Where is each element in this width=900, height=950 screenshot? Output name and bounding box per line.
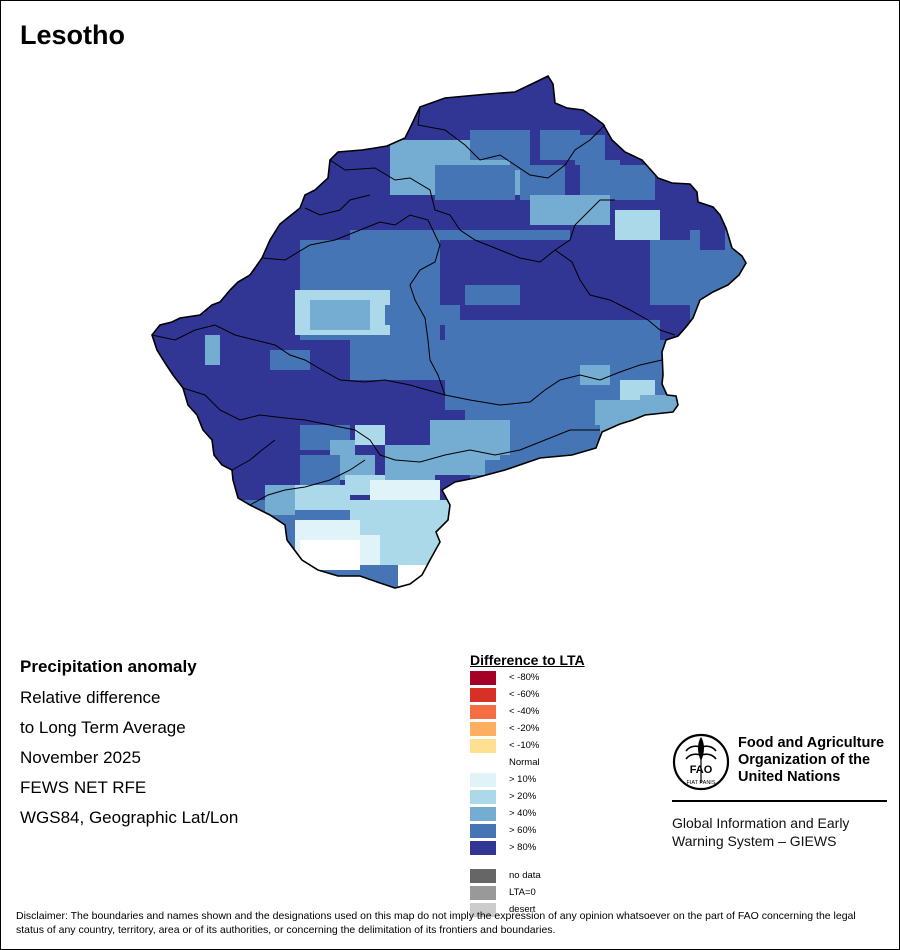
legend-label: < -20% — [509, 723, 540, 734]
legend-swatch — [470, 705, 496, 719]
legend-label: > 80% — [509, 842, 537, 853]
raster-cell — [615, 210, 660, 240]
info-line-data-source: FEWS NET RFE — [20, 778, 147, 797]
legend-label: > 40% — [509, 808, 537, 819]
legend-swatch — [470, 739, 496, 753]
legend-swatch — [470, 841, 496, 855]
disclaimer: Disclaimer: The boundaries and names sho… — [16, 910, 856, 936]
legend-label: > 20% — [509, 791, 537, 802]
raster-cell — [300, 540, 360, 570]
raster-cell — [398, 565, 438, 588]
raster-cell — [350, 500, 450, 540]
fao-logo-letters: FAO — [690, 764, 713, 776]
raster-cell — [265, 485, 295, 515]
fao-name-line: Organization of the — [738, 752, 871, 768]
legend-label: > 60% — [509, 825, 537, 836]
legend-label: desert — [509, 904, 536, 915]
legend-swatch — [470, 688, 496, 702]
legend-swatch — [470, 869, 496, 883]
giews-name: Global Information and Early Warning Sys… — [672, 814, 849, 850]
map-title: Lesotho — [20, 20, 125, 50]
raster-cell — [430, 420, 510, 460]
legend-title: Difference to LTA — [470, 652, 585, 668]
legend-swatch — [470, 671, 496, 685]
legend-swatch — [470, 824, 496, 838]
giews-line: Warning System – GIEWS — [672, 833, 837, 849]
legend-swatch — [470, 807, 496, 821]
raster-cell — [435, 165, 515, 200]
info-line-period: November 2025 — [20, 748, 141, 767]
raster-cell — [385, 305, 460, 325]
legend-label: < -40% — [509, 706, 540, 717]
fao-logo-motto: FIAT PANIS — [686, 780, 715, 786]
legend-swatch — [470, 756, 496, 770]
legend-swatch — [470, 886, 496, 900]
raster-cell — [235, 440, 300, 490]
legend-label: < -10% — [509, 740, 540, 751]
raster-cell — [445, 320, 525, 410]
raster-cell — [355, 425, 385, 445]
giews-line: Global Information and Early — [672, 815, 850, 831]
legend-label: no data — [509, 870, 541, 881]
raster-cell — [620, 165, 655, 200]
raster-cell — [540, 130, 580, 160]
raster-cell — [295, 485, 350, 510]
info-line-projection: WGS84, Geographic Lat/Lon — [20, 808, 239, 827]
raster-cell — [580, 365, 610, 385]
raster-cell — [530, 195, 610, 225]
raster-cell — [270, 350, 310, 370]
raster-cell — [580, 335, 640, 365]
raster-cell — [650, 240, 740, 305]
raster-cell — [580, 160, 620, 200]
raster-cell — [510, 130, 530, 170]
raster-cell — [435, 455, 485, 475]
legend-swatch — [470, 903, 496, 917]
raster-cell — [310, 300, 370, 330]
legend-swatch — [470, 722, 496, 736]
legend-swatch — [470, 790, 496, 804]
fao-logo: FAO FIAT PANIS — [672, 733, 730, 791]
district-boundaries — [151, 106, 676, 506]
fao-name-line: United Nations — [738, 769, 841, 785]
raster-cell — [470, 130, 510, 160]
raster-cell — [205, 335, 220, 365]
raster-cell — [500, 455, 520, 475]
raster-cell — [380, 535, 440, 565]
anomaly-raster — [152, 76, 746, 588]
info-heading: Precipitation anomaly — [20, 657, 197, 676]
fao-organization-name: Food and Agriculture Organization of the… — [738, 735, 884, 786]
raster-cell — [330, 440, 355, 455]
divider — [672, 800, 887, 802]
legend-swatch — [470, 773, 496, 787]
fao-name-line: Food and Agriculture — [738, 735, 885, 751]
legend-label: Normal — [509, 757, 540, 768]
info-line-long-term-average: to Long Term Average — [20, 718, 186, 737]
raster-cell — [465, 285, 520, 305]
raster-cell — [385, 445, 435, 485]
legend-label: < -60% — [509, 689, 540, 700]
raster-cell — [360, 535, 380, 565]
info-line-relative-difference: Relative difference — [20, 688, 161, 707]
legend-label: LTA=0 — [509, 887, 536, 898]
precipitation-anomaly-map — [151, 75, 747, 589]
legend-label: < -80% — [509, 672, 540, 683]
legend-label: > 10% — [509, 774, 537, 785]
